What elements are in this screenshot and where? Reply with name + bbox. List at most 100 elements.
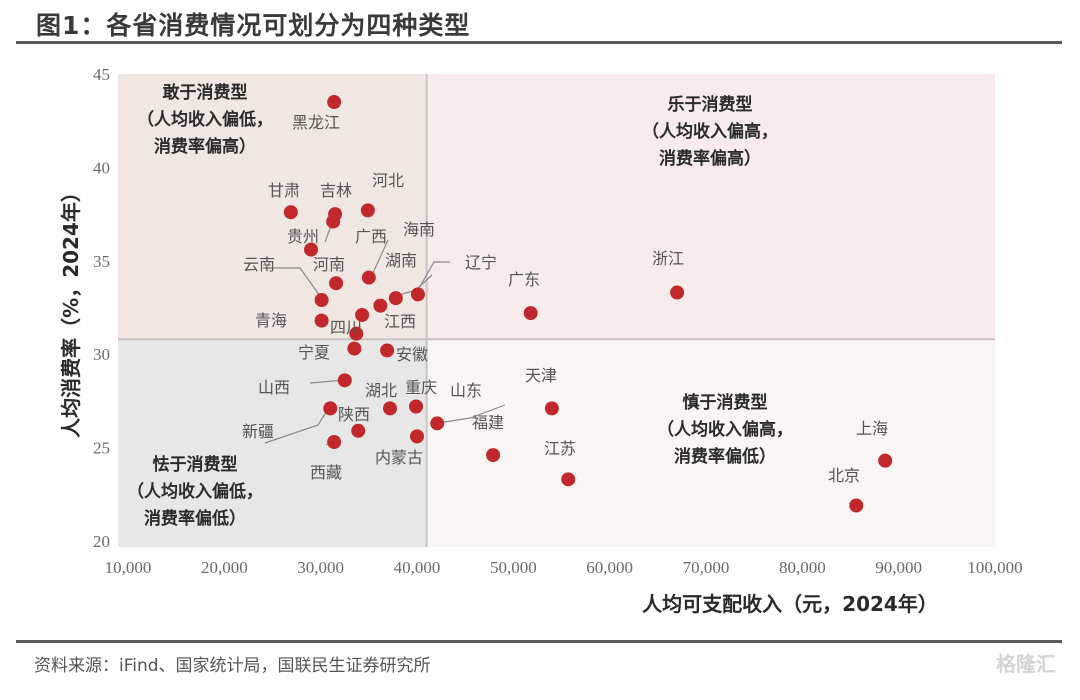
y-tick-label: 30 xyxy=(93,345,110,364)
point-label: 山东 xyxy=(450,381,482,400)
data-point xyxy=(373,298,388,313)
leader-line xyxy=(417,261,450,291)
point-label: 云南 xyxy=(243,255,275,274)
watermark-logo: 格隆汇 xyxy=(996,652,1056,676)
quadrant-bottom-left xyxy=(118,339,427,547)
source-note: 资料来源：iFind、国家统计局，国联民生证券研究所 xyxy=(34,656,431,676)
data-point xyxy=(670,285,685,300)
data-point xyxy=(351,423,366,438)
data-points xyxy=(283,95,893,513)
point-label: 天津 xyxy=(525,366,557,385)
data-point xyxy=(349,326,364,341)
point-label: 重庆 xyxy=(405,378,437,397)
data-point xyxy=(337,373,352,388)
quadrant-dividers xyxy=(118,74,995,547)
data-point xyxy=(523,306,538,321)
quadrant-backgrounds xyxy=(118,74,996,547)
data-point xyxy=(410,287,425,302)
quadrant-label-bottom_right: 慎于消费型 xyxy=(683,392,768,413)
point-label: 吉林 xyxy=(320,181,352,200)
point-label: 江西 xyxy=(384,312,416,331)
quadrant-label-top_right: 消费率偏高） xyxy=(659,148,761,169)
data-point xyxy=(561,472,576,487)
data-point xyxy=(878,453,893,468)
quadrant-bottom-right xyxy=(426,339,996,547)
x-tick-label: 40,000 xyxy=(394,558,441,577)
x-tick-label: 100,000 xyxy=(967,558,1022,577)
x-axis-title: 人均可支配收入（元，2024年） xyxy=(642,592,938,616)
quadrant-label-bottom_left: 消费率偏低） xyxy=(144,508,246,529)
data-point xyxy=(383,401,398,416)
data-point xyxy=(388,291,403,306)
leader-line xyxy=(265,267,321,297)
data-point xyxy=(544,401,559,416)
point-label: 四川 xyxy=(330,318,362,337)
chart-title: 图1：各省消费情况可划分为四种类型 xyxy=(36,11,471,40)
footer-divider xyxy=(16,640,1062,643)
data-point xyxy=(323,401,338,416)
x-tick-label: 70,000 xyxy=(683,558,730,577)
x-tick-label: 50,000 xyxy=(490,558,537,577)
point-label: 辽宁 xyxy=(465,253,497,272)
point-label: 贵州 xyxy=(287,227,319,246)
scatter-chart: 敢于消费型 （人均收入偏低， 消费率偏高） 乐于消费型 （人均收入偏高， 消费率偏高） 怯于… xyxy=(59,65,1023,616)
y-tick-label: 25 xyxy=(93,439,110,458)
data-point xyxy=(486,448,501,463)
data-point xyxy=(355,307,370,322)
data-point xyxy=(329,276,344,291)
data-point xyxy=(361,270,376,285)
data-point xyxy=(283,205,298,220)
data-point xyxy=(347,341,362,356)
point-label: 新疆 xyxy=(242,422,274,441)
quadrant-label-bottom_left: 怯于消费型 xyxy=(153,454,238,475)
x-tick-label: 20,000 xyxy=(201,558,248,577)
y-tick-label: 45 xyxy=(93,65,110,84)
quadrant-label-bottom_right: （人均收入偏高， xyxy=(657,419,793,440)
point-label: 上海 xyxy=(856,419,888,438)
point-label: 浙江 xyxy=(652,249,684,268)
quadrant-labels: 敢于消费型 （人均收入偏低， 消费率偏高） 乐于消费型 （人均收入偏高， 消费率偏高） 怯于… xyxy=(127,82,793,529)
title-divider xyxy=(16,41,1062,44)
data-point xyxy=(849,498,864,513)
x-tick-label: 90,000 xyxy=(875,558,922,577)
leader-line xyxy=(371,239,389,276)
point-label: 广西 xyxy=(355,227,387,246)
point-label: 甘肃 xyxy=(268,181,300,200)
point-label: 青海 xyxy=(255,311,287,330)
x-tick-label: 10,000 xyxy=(105,558,152,577)
point-label: 湖南 xyxy=(385,251,417,270)
quadrant-label-top_right: 乐于消费型 xyxy=(668,94,753,115)
quadrant-label-top_left: （人均收入偏低， xyxy=(137,109,273,130)
data-point xyxy=(410,429,424,444)
x-axis-ticks: 10,000 20,000 30,000 40,000 50,000 60,000 70,0… xyxy=(105,558,1023,577)
point-label: 湖北 xyxy=(365,381,397,400)
quadrant-label-bottom_left: （人均收入偏低， xyxy=(127,481,263,502)
data-point xyxy=(304,242,319,257)
point-label: 内蒙古 xyxy=(375,448,423,467)
point-label: 江苏 xyxy=(544,439,576,458)
quadrant-top-right xyxy=(426,74,996,340)
data-point xyxy=(409,399,424,414)
quadrant-label-top_left: 消费率偏高） xyxy=(154,136,256,157)
point-label: 宁夏 xyxy=(298,343,330,362)
data-point xyxy=(326,214,341,229)
point-label: 海南 xyxy=(403,220,435,239)
data-point xyxy=(430,416,445,431)
quadrant-top-left xyxy=(118,74,427,340)
data-point xyxy=(327,95,342,110)
point-label: 西藏 xyxy=(310,463,342,482)
data-point xyxy=(380,343,395,358)
point-label: 安徽 xyxy=(396,345,428,364)
data-point xyxy=(360,203,375,218)
x-tick-label: 30,000 xyxy=(297,558,344,577)
point-label: 福建 xyxy=(472,413,504,432)
y-tick-label: 40 xyxy=(93,158,110,177)
y-tick-label: 20 xyxy=(93,532,110,551)
x-tick-label: 60,000 xyxy=(586,558,633,577)
y-axis-ticks: 20 25 30 35 40 45 xyxy=(93,65,110,551)
point-label: 山西 xyxy=(258,378,290,397)
point-label: 陕西 xyxy=(338,405,370,424)
point-label: 广东 xyxy=(508,270,540,289)
quadrant-label-bottom_right: 消费率偏低） xyxy=(674,446,776,467)
